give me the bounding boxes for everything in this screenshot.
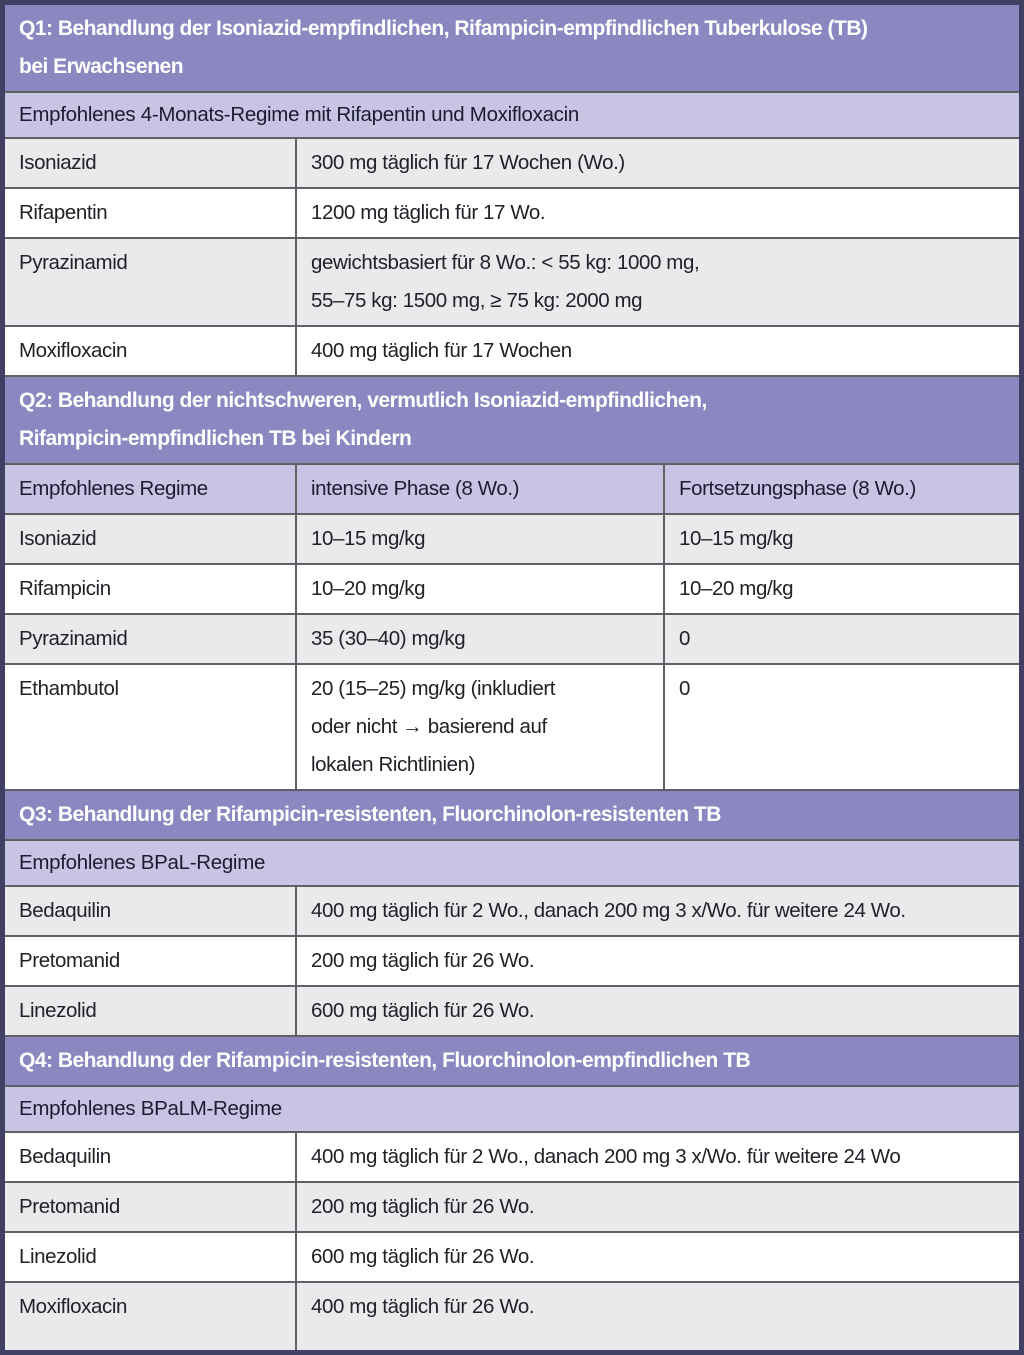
drug-name-cell: Isoniazid	[19, 151, 97, 174]
drug-name-cell: Moxifloxacin	[19, 1295, 127, 1318]
drug-name-cell: Bedaquilin	[19, 899, 111, 922]
dosage-cell: 200 mg täglich für 26 Wo.	[295, 937, 1019, 985]
table-row: Pretomanid 200 mg täglich für 26 Wo.	[5, 937, 1019, 987]
drug-name-cell: Pyrazinamid	[19, 627, 128, 650]
table-row: Ethambutol 20 (15–25) mg/kg (inkludiert o…	[5, 665, 1019, 791]
dosage-cell: 0	[663, 665, 1019, 789]
table-row: Pretomanid 200 mg täglich für 26 Wo.	[5, 1183, 1019, 1233]
dosage-cell: 10–15 mg/kg	[663, 515, 1019, 563]
dosage-cell: 35 (30–40) mg/kg	[295, 615, 663, 663]
drug-name-cell: Moxifloxacin	[19, 339, 127, 362]
dosage-cell: 300 mg täglich für 17 Wochen (Wo.)	[295, 139, 1019, 187]
section-q4-header: Q4: Behandlung der Rifampicin-resistente…	[5, 1037, 1019, 1087]
section-q1-header: Q1: Behandlung der Isoniazid-empfindlich…	[5, 5, 1019, 93]
dosage-cell: 10–15 mg/kg	[295, 515, 663, 563]
table-row: Isoniazid 300 mg täglich für 17 Wochen (W…	[5, 139, 1019, 189]
section-q3-rows: Bedaquilin 400 mg täglich für 2 Wo., dana…	[5, 887, 1019, 1037]
dosage-cell: 10–20 mg/kg	[663, 565, 1019, 613]
section-q1-subheader: Empfohlenes 4-Monats-Regime mit Rifapent…	[5, 93, 1019, 139]
dosage-cell: 400 mg täglich für 17 Wochen	[295, 327, 1019, 375]
drug-name-cell: Isoniazid	[19, 527, 97, 550]
dosage-cell: 20 (15–25) mg/kg (inkludiert oder nicht …	[295, 665, 663, 789]
table-row: Linezolid 600 mg täglich für 26 Wo.	[5, 987, 1019, 1037]
section-q2-column-header-row: Empfohlenes Regime intensive Phase (8 Wo…	[5, 465, 1019, 515]
section-q3-subheader: Empfohlenes BPaL-Regime	[5, 841, 1019, 887]
dosage-cell: 400 mg täglich für 2 Wo., danach 200 mg …	[295, 887, 1019, 935]
drug-name-cell: Rifampicin	[19, 577, 111, 600]
table-row: Linezolid 600 mg täglich für 26 Wo.	[5, 1233, 1019, 1283]
table-row: Bedaquilin 400 mg täglich für 2 Wo., dana…	[5, 887, 1019, 937]
table-row: Pyrazinamid gewichtsbasiert für 8 Wo.: < …	[5, 239, 1019, 327]
dosage-cell: 600 mg täglich für 26 Wo.	[295, 987, 1019, 1035]
table-row: Pyrazinamid 35 (30–40) mg/kg 0	[5, 615, 1019, 665]
drug-name-cell: Pretomanid	[19, 1195, 120, 1218]
drug-name-cell: Pretomanid	[19, 949, 120, 972]
section-q3-header: Q3: Behandlung der Rifampicin-resistente…	[5, 791, 1019, 841]
table-row: Bedaquilin 400 mg täglich für 2 Wo., dana…	[5, 1133, 1019, 1183]
dosage-cell: 400 mg täglich für 2 Wo., danach 200 mg …	[295, 1133, 1019, 1181]
section-q4-subheader: Empfohlenes BPaLM-Regime	[5, 1087, 1019, 1133]
section-q4: Q4: Behandlung der Rifampicin-resistente…	[5, 1037, 1019, 1350]
section-q1-rows: Isoniazid 300 mg täglich für 17 Wochen (W…	[5, 139, 1019, 377]
drug-name-cell: Linezolid	[19, 1245, 97, 1268]
column-header-intensive-phase: intensive Phase (8 Wo.)	[295, 465, 663, 513]
dosage-cell: 10–20 mg/kg	[295, 565, 663, 613]
section-q3: Q3: Behandlung der Rifampicin-resistente…	[5, 791, 1019, 1037]
table-row: Rifapentin 1200 mg täglich für 17 Wo.	[5, 189, 1019, 239]
dosage-cell: 0	[663, 615, 1019, 663]
table-row: Rifampicin 10–20 mg/kg 10–20 mg/kg	[5, 565, 1019, 615]
section-q4-rows: Bedaquilin 400 mg täglich für 2 Wo., dana…	[5, 1133, 1019, 1350]
table-row: Moxifloxacin 400 mg täglich für 17 Wochen	[5, 327, 1019, 377]
drug-name-cell: Linezolid	[19, 999, 97, 1022]
section-q2-rows: Isoniazid 10–15 mg/kg 10–15 mg/kg Rifampici…	[5, 515, 1019, 791]
drug-name-cell: Rifapentin	[19, 201, 108, 224]
column-header-continuation-phase: Fortsetzungsphase (8 Wo.)	[663, 465, 1019, 513]
column-header-regime: Empfohlenes Regime	[19, 477, 208, 500]
dosage-cell: 600 mg täglich für 26 Wo.	[295, 1233, 1019, 1281]
dosage-cell: 400 mg täglich für 26 Wo.	[295, 1283, 1019, 1350]
section-q2: Q2: Behandlung der nichtschweren, vermut…	[5, 377, 1019, 791]
drug-name-cell: Bedaquilin	[19, 1145, 111, 1168]
drug-name-cell: Ethambutol	[19, 677, 119, 700]
table-row: Moxifloxacin 400 mg täglich für 26 Wo.	[5, 1283, 1019, 1350]
dosage-cell: 200 mg täglich für 26 Wo.	[295, 1183, 1019, 1231]
section-q2-header: Q2: Behandlung der nichtschweren, vermut…	[5, 377, 1019, 465]
dosage-cell: gewichtsbasiert für 8 Wo.: < 55 kg: 1000…	[295, 239, 1019, 325]
dosage-cell: 1200 mg täglich für 17 Wo.	[295, 189, 1019, 237]
table-row: Isoniazid 10–15 mg/kg 10–15 mg/kg	[5, 515, 1019, 565]
drug-name-cell: Pyrazinamid	[19, 251, 128, 274]
section-q1: Q1: Behandlung der Isoniazid-empfindlich…	[5, 5, 1019, 377]
